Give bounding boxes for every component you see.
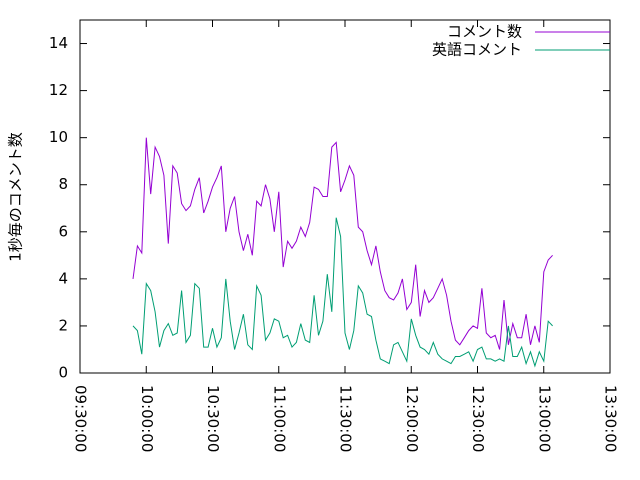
- y-tick-label: 14: [49, 34, 68, 52]
- y-tick-label: 8: [58, 175, 68, 193]
- x-tick-label: 12:00:00: [403, 385, 421, 452]
- y-tick-label: 4: [58, 269, 68, 287]
- x-tick-label: 10:00:00: [138, 385, 156, 452]
- x-tick-label: 10:30:00: [204, 385, 222, 452]
- series-line: [132, 217, 553, 368]
- x-tick-label: 12:30:00: [469, 385, 487, 452]
- legend-label: 英語コメント: [432, 41, 522, 59]
- x-tick-label: 13:30:00: [602, 385, 620, 452]
- x-tick-label: 11:00:00: [270, 385, 288, 452]
- legend-label: コメント数: [447, 23, 522, 41]
- y-tick-label: 12: [49, 81, 68, 99]
- series-line: [132, 137, 553, 350]
- y-tick-label: 0: [58, 364, 68, 382]
- x-tick-label: 11:30:00: [337, 385, 355, 452]
- y-tick-label: 2: [58, 316, 68, 334]
- x-tick-label: 13:00:00: [535, 385, 553, 452]
- y-axis-label: 1秒毎のコメント数: [7, 132, 25, 262]
- x-tick-label: 09:30:00: [72, 385, 90, 452]
- y-tick-label: 6: [58, 222, 68, 240]
- y-tick-label: 10: [49, 128, 68, 146]
